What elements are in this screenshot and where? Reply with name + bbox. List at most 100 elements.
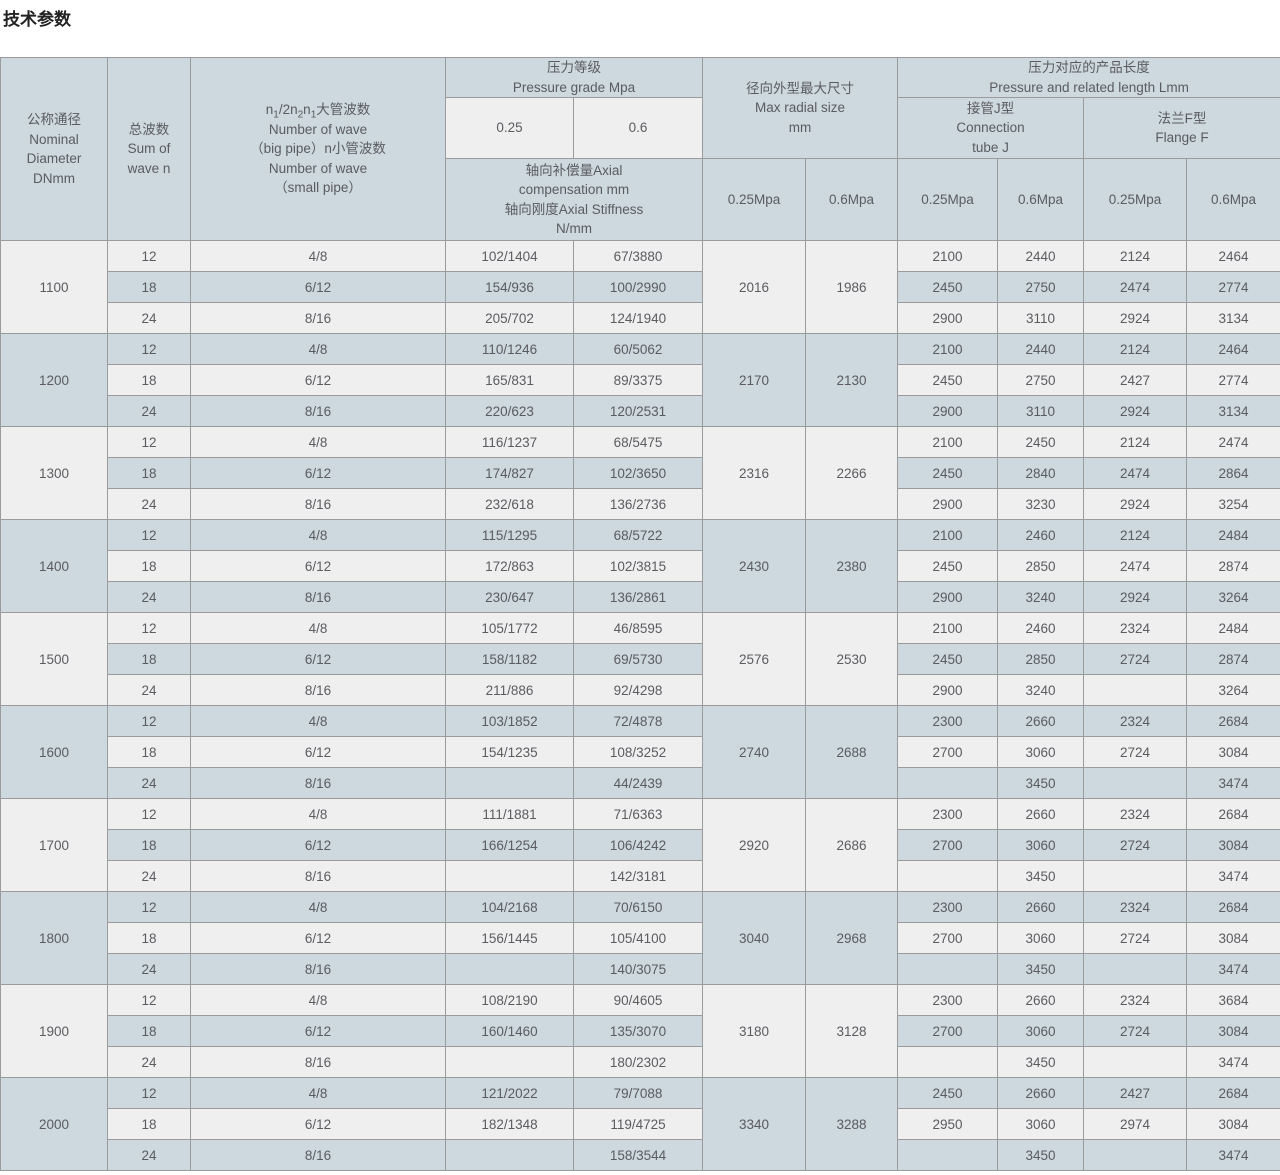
length-j-025-cell: 2100: [897, 426, 998, 459]
table-row: 1500 12 4/8 105/1772 46/8595 2576 2530 2100 2460…: [0, 612, 1280, 707]
radial-025-cell: 3040: [702, 891, 806, 986]
header-radial-025mpa: 0.25Mpa: [702, 158, 806, 242]
table-row: 1100 12 4/8 102/1404 67/3880 2016 1986 2100 2440…: [0, 240, 1280, 335]
length-f-025-cell: 2324: [1083, 891, 1187, 924]
axial-06-cell: 90/4605: [573, 984, 703, 1017]
table-row: 24 8/16 142/3181 3450 3474: [1, 860, 1280, 893]
length-f-025-cell: 2924: [1083, 488, 1187, 521]
length-f-06-cell: 3084: [1185, 1108, 1280, 1141]
wave-split-cell: 4/8: [190, 519, 446, 552]
length-f-025-cell: 2724: [1083, 643, 1187, 676]
wave-split-cell: 6/12: [190, 364, 446, 397]
radial-06-cell: 1986: [805, 240, 898, 335]
length-f-06-cell: 2684: [1185, 798, 1280, 831]
table-row: 18 6/12 165/831 89/3375 2450 2750 2427 2774: [1, 364, 1280, 397]
header-wave-number-formula: n1/2n2n1大管波数: [265, 102, 371, 121]
length-f-06-cell: 2464: [1185, 240, 1280, 273]
dn-cell: 1100: [0, 240, 108, 335]
length-f-06-cell: 3134: [1185, 302, 1280, 335]
axial-06-cell: 44/2439: [573, 767, 703, 800]
length-j-025-cell: 2900: [897, 302, 998, 335]
length-f-06-cell: 2874: [1185, 550, 1280, 583]
length-j-06-cell: 2440: [997, 333, 1084, 366]
length-j-06-cell: 3110: [997, 395, 1084, 428]
axial-06-cell: 105/4100: [573, 922, 703, 955]
length-j-06-cell: 3110: [997, 302, 1084, 335]
waves-cell: 12: [107, 984, 191, 1017]
waves-cell: 18: [107, 1015, 191, 1048]
wave-split-cell: 6/12: [190, 829, 446, 862]
wave-split-cell: 6/12: [190, 457, 446, 490]
length-f-025-cell: 2124: [1083, 519, 1187, 552]
table-row: 24 8/16 220/623 120/2531 2900 3110 2924 3134: [1, 395, 1280, 428]
wave-split-cell: 6/12: [190, 922, 446, 955]
axial-06-cell: 140/3075: [573, 953, 703, 986]
radial-06-cell: 2530: [805, 612, 898, 707]
wave-split-cell: 4/8: [190, 798, 446, 831]
length-j-025-cell: 2900: [897, 581, 998, 614]
table-row: 2000 12 4/8 121/2022 79/7088 3340 3288 2450 2660…: [0, 1077, 1280, 1172]
wave-split-cell: 8/16: [190, 395, 446, 428]
table-row: 18 6/12 154/1235 108/3252 2700 3060 2724 3084: [1, 736, 1280, 769]
length-j-025-cell: 2100: [897, 519, 998, 552]
axial-025-cell: [445, 1139, 574, 1172]
length-j-025-cell: 2100: [897, 612, 998, 645]
length-j-025-cell: 2700: [897, 736, 998, 769]
length-f-025-cell: 2124: [1083, 240, 1187, 273]
length-j-06-cell: 2750: [997, 364, 1084, 397]
axial-06-cell: 72/4878: [573, 705, 703, 738]
axial-06-cell: 70/6150: [573, 891, 703, 924]
wave-split-cell: 6/12: [190, 271, 446, 304]
waves-cell: 24: [107, 302, 191, 335]
length-f-06-cell: 2464: [1185, 333, 1280, 366]
length-j-025-cell: 2950: [897, 1108, 998, 1141]
wave-split-cell: 8/16: [190, 860, 446, 893]
length-j-025-cell: 2700: [897, 1015, 998, 1048]
wave-split-cell: 8/16: [190, 302, 446, 335]
length-j-06-cell: 3450: [997, 1046, 1084, 1079]
waves-cell: 24: [107, 1139, 191, 1172]
length-f-06-cell: 3474: [1185, 953, 1280, 986]
table-row: 24 8/16 205/702 124/1940 2900 3110 2924 3134: [1, 302, 1280, 335]
length-f-06-cell: 2484: [1185, 612, 1280, 645]
axial-025-cell: 111/1881: [445, 798, 574, 831]
length-f-025-cell: 2724: [1083, 1015, 1187, 1048]
axial-025-cell: 104/2168: [445, 891, 574, 924]
table-row: 18 6/12 172/863 102/3815 2450 2850 2474 2874: [1, 550, 1280, 583]
table-row: 1900 12 4/8 108/2190 90/4605 3180 3128 2300 2660…: [0, 984, 1280, 1079]
length-j-025-cell: 2300: [897, 984, 998, 1017]
length-j-06-cell: 2660: [997, 984, 1084, 1017]
wave-split-cell: 6/12: [190, 550, 446, 583]
length-j-025-cell: 2900: [897, 674, 998, 707]
length-j-06-cell: 3060: [997, 1108, 1084, 1141]
length-f-06-cell: 2684: [1185, 1077, 1280, 1110]
length-j-025-cell: 2900: [897, 488, 998, 521]
length-f-025-cell: 2724: [1083, 922, 1187, 955]
dn-cell: 1500: [0, 612, 108, 707]
table-row: 24 8/16 140/3075 3450 3474: [1, 953, 1280, 986]
length-j-06-cell: 2460: [997, 519, 1084, 552]
wave-split-cell: 8/16: [190, 581, 446, 614]
axial-025-cell: 158/1182: [445, 643, 574, 676]
axial-025-cell: 115/1295: [445, 519, 574, 552]
dn-cell: 1300: [0, 426, 108, 521]
length-f-025-cell: 2324: [1083, 798, 1187, 831]
wave-split-cell: 4/8: [190, 612, 446, 645]
radial-06-cell: 2130: [805, 333, 898, 428]
length-j-025-cell: 2100: [897, 240, 998, 273]
header-max-radial-size: 径向外型最大尺寸 Max radial size mm: [702, 56, 898, 160]
length-f-025-cell: 2974: [1083, 1108, 1187, 1141]
table-row: 24 8/16 158/3544 3450 3474: [1, 1139, 1280, 1172]
length-f-025-cell: [1083, 953, 1187, 986]
waves-cell: 18: [107, 550, 191, 583]
axial-06-cell: 142/3181: [573, 860, 703, 893]
length-j-025-cell: 2450: [897, 1077, 998, 1110]
table-row: 24 8/16 230/647 136/2861 2900 3240 2924 3264: [1, 581, 1280, 614]
length-f-025-cell: 2724: [1083, 736, 1187, 769]
waves-cell: 12: [107, 1077, 191, 1110]
radial-06-cell: 2686: [805, 798, 898, 893]
waves-cell: 12: [107, 240, 191, 273]
length-j-06-cell: 2660: [997, 798, 1084, 831]
header-connection-tube-j: 接管J型 Connection tube J: [897, 97, 1084, 160]
length-j-06-cell: 2840: [997, 457, 1084, 490]
